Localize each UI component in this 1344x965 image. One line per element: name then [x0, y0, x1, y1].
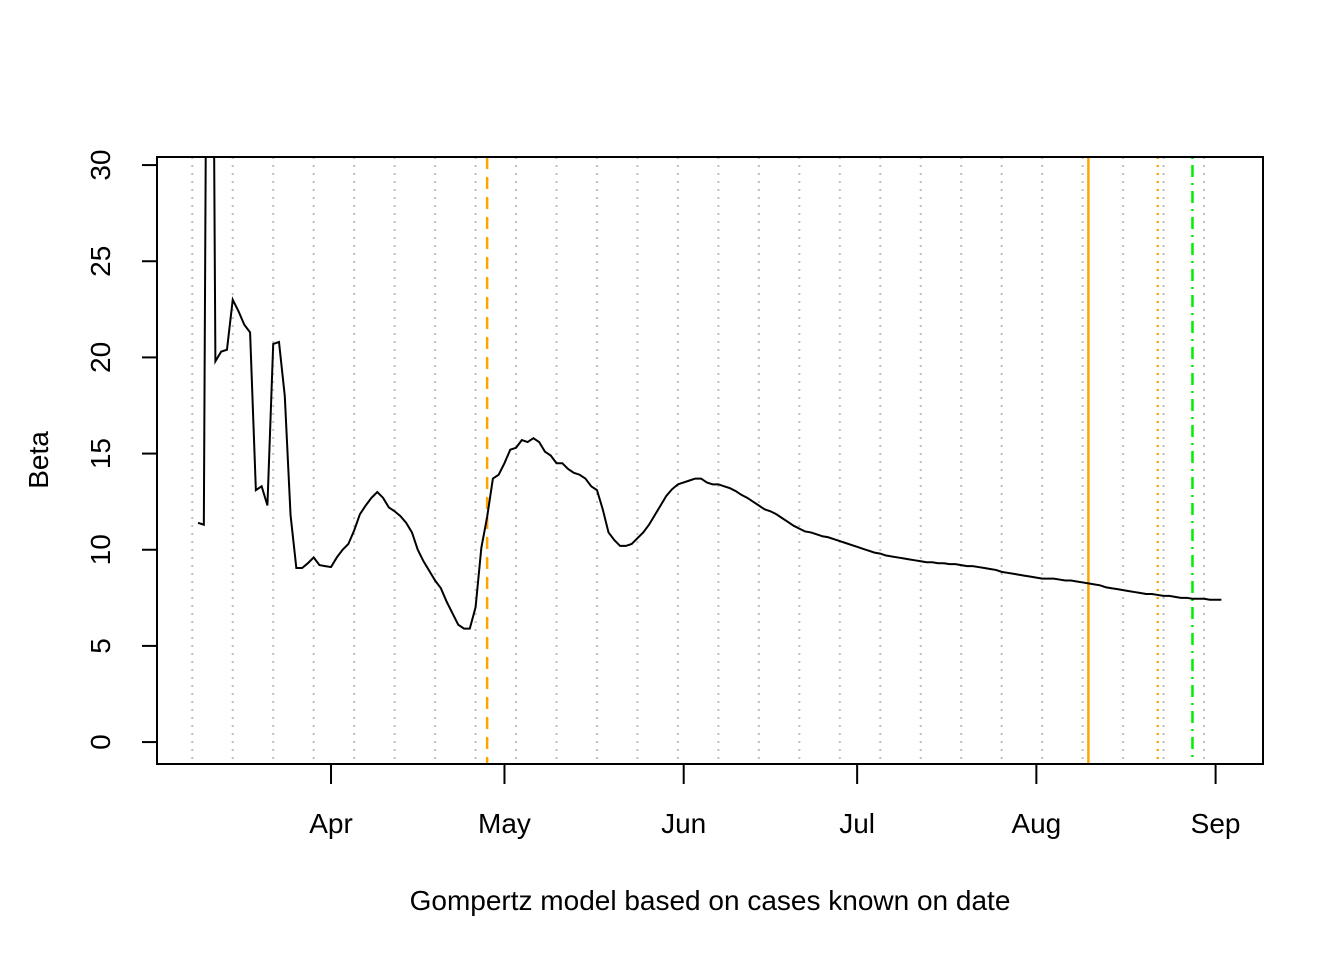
y-tick-label: 15 — [85, 438, 116, 469]
data-line — [197, 157, 1222, 630]
y-tick-label: 5 — [85, 638, 116, 654]
y-axis-label: Beta — [23, 431, 54, 489]
y-tick-label: 25 — [85, 246, 116, 277]
x-tick-label: Apr — [309, 808, 353, 839]
x-tick-label: Jul — [839, 808, 875, 839]
x-axis-label: Gompertz model based on cases known on d… — [410, 885, 1011, 916]
y-tick-label: 30 — [85, 149, 116, 180]
x-tick-label: Aug — [1011, 808, 1061, 839]
x-tick-label: May — [478, 808, 531, 839]
plot-area — [191, 157, 1222, 764]
x-tick-label: Sep — [1191, 808, 1241, 839]
y-tick-label: 0 — [85, 734, 116, 750]
plot-frame — [156, 156, 1264, 765]
y-tick-label: 20 — [85, 342, 116, 373]
x-tick-label: Jun — [661, 808, 706, 839]
y-tick-label: 10 — [85, 534, 116, 565]
